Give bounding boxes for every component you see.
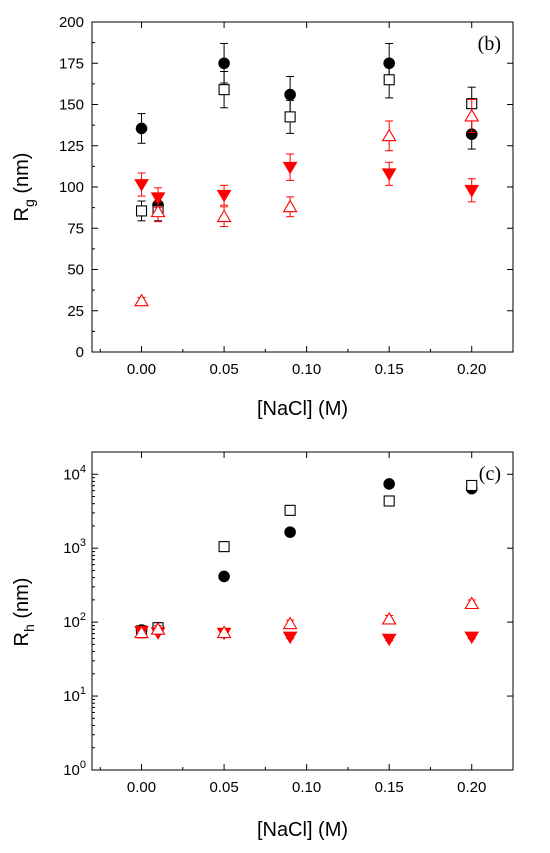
data-point	[464, 184, 480, 198]
x-axis-title: [NaCl] (M)	[257, 398, 348, 420]
data-point	[135, 205, 148, 217]
y-tick-exponent: 2	[80, 611, 86, 623]
y-tick-label: 200	[59, 14, 84, 31]
x-axis-title: [NaCl] (M)	[257, 819, 348, 841]
series-3	[134, 625, 480, 647]
data-point	[282, 199, 298, 213]
x-tick-label: 0.10	[292, 361, 321, 378]
x-tick-label: 0.20	[457, 779, 486, 796]
data-point	[134, 293, 149, 307]
data-point	[150, 204, 166, 218]
plot-frame	[91, 21, 514, 353]
series-4	[134, 596, 480, 639]
y-tick-label: 125	[59, 138, 84, 155]
y-axis-title-unit: (nm)	[11, 578, 33, 625]
x-tick-label: 0.15	[375, 779, 404, 796]
x-tick-label: 0.15	[375, 361, 404, 378]
y-axis-title: Rg (nm)	[11, 153, 37, 222]
data-point	[218, 57, 230, 70]
data-point	[381, 128, 397, 142]
data-point	[381, 633, 397, 647]
y-axis-title: Rh (nm)	[11, 578, 37, 647]
y-tick-label: 75	[67, 220, 84, 237]
data-point	[383, 74, 395, 86]
series-1	[135, 478, 478, 636]
y-tick-label: 104	[63, 463, 86, 483]
y-axis-title-main: R	[11, 207, 33, 221]
series-2	[135, 61, 478, 222]
data-point	[466, 479, 478, 492]
y-tick-exponent: 1	[80, 685, 86, 697]
x-tick-label: 0.10	[292, 779, 321, 796]
y-tick-base: 10	[63, 540, 80, 557]
y-tick-base: 10	[63, 762, 80, 779]
series-3	[134, 153, 480, 209]
data-point	[282, 616, 298, 630]
y-axis-title-subscript: h	[21, 624, 37, 632]
data-point	[282, 631, 298, 645]
series-4	[134, 99, 480, 307]
x-tick-label: 0.05	[209, 779, 238, 796]
data-point	[218, 541, 230, 553]
data-point	[464, 108, 480, 122]
x-tick-label: 0.05	[209, 361, 238, 378]
y-tick-base: 10	[63, 466, 80, 483]
panel-label: (c)	[479, 463, 501, 485]
data-point	[216, 625, 232, 639]
x-tick-label: 0.00	[127, 361, 156, 378]
data-point	[383, 478, 395, 490]
data-point	[218, 570, 230, 583]
data-point	[134, 179, 149, 192]
chart-panel-2: 0.00 0.05 0.10 0.15 0.20100101102103104[NaCl…	[11, 451, 514, 841]
data-point	[464, 631, 480, 645]
data-point	[284, 88, 296, 101]
panel-label: (b)	[478, 33, 501, 55]
y-tick-label: 101	[63, 685, 86, 705]
y-tick-exponent: 0	[80, 759, 86, 771]
data-point	[284, 526, 296, 538]
data-point	[216, 209, 232, 223]
y-tick-label: 50	[67, 262, 84, 279]
data-point	[284, 111, 296, 123]
data-point	[218, 84, 230, 96]
y-tick-exponent: 3	[80, 537, 86, 549]
data-point	[135, 122, 148, 135]
y-tick-label: 175	[59, 55, 84, 72]
data-point	[216, 189, 232, 203]
y-tick-base: 10	[63, 614, 80, 631]
data-point	[464, 596, 480, 610]
y-tick-label: 100	[63, 759, 86, 779]
y-tick-label: 100	[59, 179, 84, 196]
data-point	[381, 611, 397, 625]
series-1	[135, 42, 478, 216]
series-2	[135, 479, 478, 637]
y-tick-base: 10	[63, 688, 80, 705]
x-tick-label: 0.20	[457, 361, 486, 378]
data-point	[381, 168, 397, 181]
chart-panel-1: 0.00 0.05 0.10 0.15 0.20 0 25 50 75 100 125 150 175 2…	[11, 14, 514, 420]
y-axis-title-subscript: g	[21, 199, 37, 207]
y-tick-label: 150	[59, 97, 84, 114]
y-tick-exponent: 4	[80, 463, 86, 475]
data-point	[150, 622, 166, 635]
data-point	[284, 504, 296, 516]
data-point	[134, 625, 149, 639]
data-point	[383, 495, 395, 507]
data-point	[282, 161, 298, 175]
y-axis-title-unit: (nm)	[11, 153, 33, 200]
y-tick-label: 103	[63, 537, 86, 557]
y-axis-title-main: R	[11, 632, 33, 646]
x-tick-label: 0.00	[127, 779, 156, 796]
y-tick-label: 102	[63, 611, 86, 631]
data-point	[150, 192, 166, 205]
y-tick-label: 0	[76, 344, 84, 361]
plot-frame	[91, 451, 514, 771]
y-tick-label: 25	[67, 303, 84, 320]
